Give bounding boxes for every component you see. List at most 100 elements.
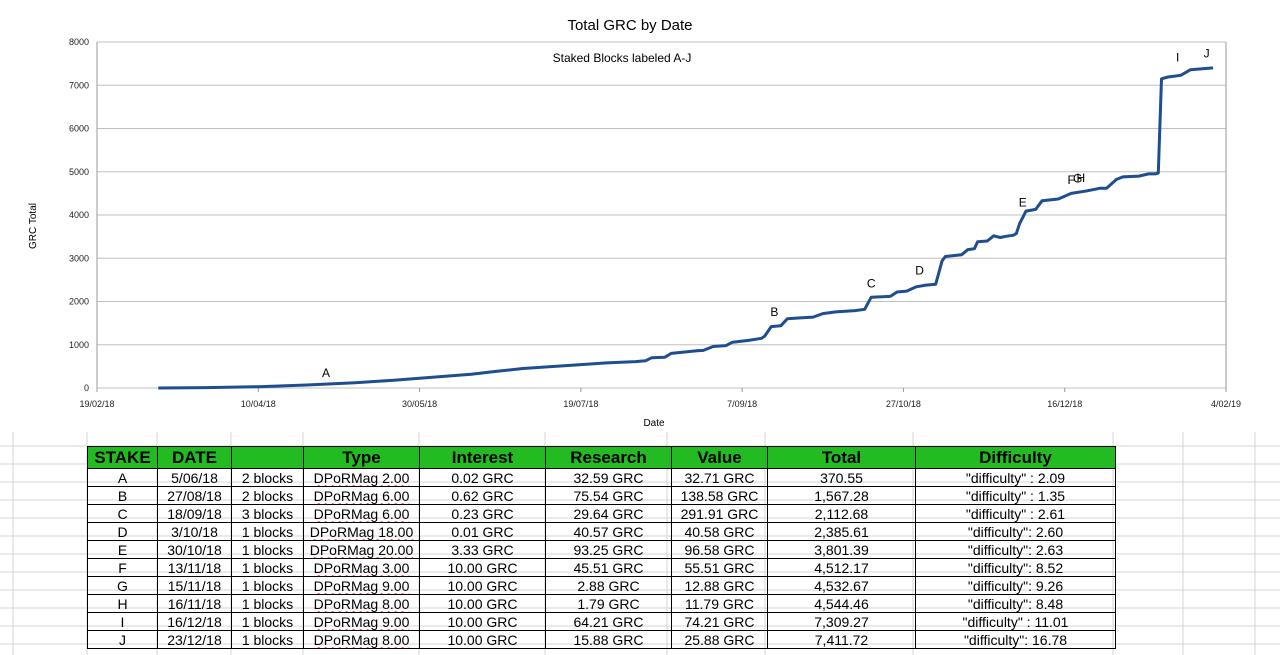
table-cell: 40.57 GRC [545, 522, 672, 541]
table-cell: F [87, 558, 158, 577]
header-cell: Difficulty [915, 446, 1116, 469]
table-cell: DPoRMag 9.00 [303, 612, 420, 631]
chart-title: Total GRC by Date [567, 17, 692, 34]
table-cell: 370.55 [767, 468, 916, 487]
table-row: F 13/11/18 1 blocks DPoRMag 3.00 10.00 GRC 45… [87, 558, 1116, 577]
y-tick-label: 7000 [69, 80, 89, 90]
table-cell: 2,385.61 [767, 522, 916, 541]
table-cell: 2 blocks [231, 468, 304, 487]
y-tick-label: 5000 [69, 167, 89, 177]
table-cell: 4,532.67 [767, 576, 916, 595]
table-cell: 27/08/18 [157, 486, 232, 505]
table-cell: 15/11/18 [157, 576, 232, 595]
table-cell: 291.91 GRC [671, 504, 768, 523]
table-cell: 0.62 GRC [419, 486, 546, 505]
header-cell: Value [671, 446, 768, 469]
table-cell: 0.01 GRC [419, 522, 546, 541]
table-cell: DPoRMag 3.00 [303, 558, 420, 577]
table-cell: DPoRMag 6.00 [303, 486, 420, 505]
x-tick-label: 19/02/18 [79, 399, 114, 409]
x-tick-label: 10/04/18 [241, 399, 276, 409]
table-row: H 16/11/18 1 blocks DPoRMag 8.00 10.00 GRC 1.… [87, 594, 1116, 613]
table-cell: 0.23 GRC [419, 504, 546, 523]
point-label-b: B [770, 305, 778, 319]
table-body: A 5/06/18 2 blocks DPoRMag 2.00 0.02 GRC 32.5… [87, 468, 1116, 649]
table-cell: 13/11/18 [157, 558, 232, 577]
table-cell: A [87, 468, 158, 487]
table-cell: 10.00 GRC [419, 612, 546, 631]
table-cell: 138.58 GRC [671, 486, 768, 505]
point-label-i: I [1176, 50, 1179, 64]
y-tick-label: 2000 [69, 297, 89, 307]
table-cell: 93.25 GRC [545, 540, 672, 559]
table-cell: D [87, 522, 158, 541]
table-cell: C [87, 504, 158, 523]
table-row: C 18/09/18 3 blocks DPoRMag 6.00 0.23 GRC 29.… [87, 504, 1116, 523]
chart-subtitle: Staked Blocks labeled A-J [553, 51, 692, 65]
table-row: A 5/06/18 2 blocks DPoRMag 2.00 0.02 GRC 32.5… [87, 468, 1116, 487]
table-cell: 10.00 GRC [419, 576, 546, 595]
table-cell: J [87, 630, 158, 649]
table-cell: DPoRMag 8.00 [303, 630, 420, 649]
table-cell: I [87, 612, 158, 631]
table-cell: DPoRMag 2.00 [303, 468, 420, 487]
table-row: B 27/08/18 2 blocks DPoRMag 6.00 0.62 GRC 75.… [87, 486, 1116, 505]
table-cell: 64.21 GRC [545, 612, 672, 631]
table-cell: 1 blocks [231, 558, 304, 577]
table-cell: "difficulty" : 2.61 [915, 504, 1116, 523]
table-row: J 23/12/18 1 blocks DPoRMag 8.00 10.00 GRC 15… [87, 630, 1116, 649]
y-tick-label: 0 [84, 383, 89, 393]
table-row: E 30/10/18 1 blocks DPoRMag 20.00 3.33 GRC 93… [87, 540, 1116, 559]
x-tick-label: 7/09/18 [727, 399, 757, 409]
point-label-f: F [1067, 173, 1074, 187]
point-label-e: E [1019, 195, 1027, 209]
table-row: I 16/12/18 1 blocks DPoRMag 9.00 10.00 GRC 64… [87, 612, 1116, 631]
y-tick-label: 8000 [69, 37, 89, 47]
point-label-h: H [1077, 171, 1086, 185]
table-cell: "difficulty": 8.52 [915, 558, 1116, 577]
table-cell: 18/09/18 [157, 504, 232, 523]
table-cell: B [87, 486, 158, 505]
point-label-g: G [1073, 172, 1082, 186]
spreadsheet-area: STAKE DATE Type Interest Research Value Total D… [0, 432, 1280, 655]
point-label-d: D [915, 264, 924, 278]
table-cell: DPoRMag 18.00 [303, 522, 420, 541]
header-cell: DATE [157, 446, 232, 469]
x-tick-label: 30/05/18 [402, 399, 437, 409]
header-cell: STAKE [87, 446, 158, 469]
table-cell: 1,567.28 [767, 486, 916, 505]
table-cell: 96.58 GRC [671, 540, 768, 559]
table-cell: 7,309.27 [767, 612, 916, 631]
table-cell: 16/12/18 [157, 612, 232, 631]
table-cell: 32.71 GRC [671, 468, 768, 487]
table-cell: 1 blocks [231, 522, 304, 541]
table-cell: 32.59 GRC [545, 468, 672, 487]
table-cell: G [87, 576, 158, 595]
line-chart: 0 1000 2000 3000 4000 5000 6000 7000 8000 19/02/1… [28, 17, 1241, 429]
table-cell: 4,544.46 [767, 594, 916, 613]
point-label-j: J [1204, 47, 1210, 61]
header-cell: Total [767, 446, 916, 469]
y-tick-label: 4000 [69, 210, 89, 220]
table-cell: 30/10/18 [157, 540, 232, 559]
header-cell: Interest [419, 446, 546, 469]
series-line [158, 66, 1214, 390]
table-cell: "difficulty" : 1.35 [915, 486, 1116, 505]
table-cell: "difficulty": 2.60 [915, 522, 1116, 541]
table-cell: 29.64 GRC [545, 504, 672, 523]
header-cell: Research [545, 446, 672, 469]
table-cell: 3 blocks [231, 504, 304, 523]
table-cell: 23/12/18 [157, 630, 232, 649]
chart-area: 0 1000 2000 3000 4000 5000 6000 7000 8000 19/02/1… [28, 17, 1241, 429]
table-cell: 0.02 GRC [419, 468, 546, 487]
point-label-c: C [867, 277, 876, 291]
table-cell: 1 blocks [231, 576, 304, 595]
table-cell: DPoRMag 20.00 [303, 540, 420, 559]
table-cell: 12.88 GRC [671, 576, 768, 595]
table-row: G 15/11/18 1 blocks DPoRMag 9.00 10.00 GRC 2.… [87, 576, 1116, 595]
x-tick-label: 16/12/18 [1047, 399, 1082, 409]
table-cell: 45.51 GRC [545, 558, 672, 577]
table-cell: 10.00 GRC [419, 594, 546, 613]
table-cell: 4,512.17 [767, 558, 916, 577]
table-cell: "difficulty" : 2.09 [915, 468, 1116, 487]
